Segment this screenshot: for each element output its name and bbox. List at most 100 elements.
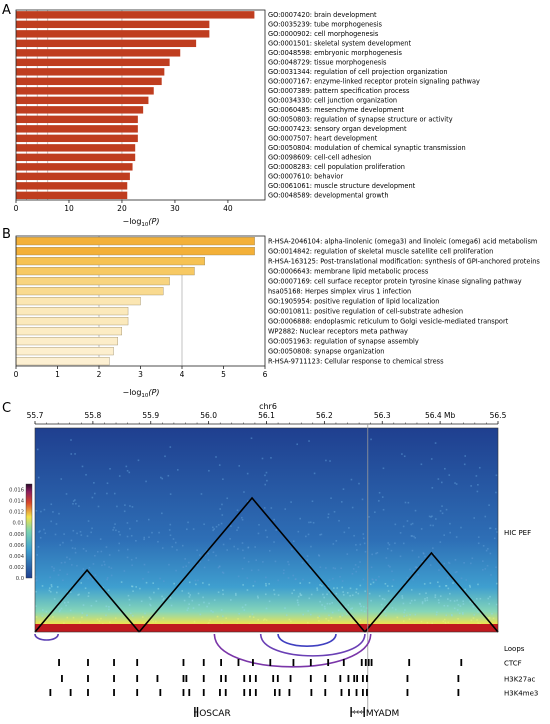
hic-pixel <box>422 552 425 555</box>
bar-label: GO:0048729: tissue morphogenesis <box>268 59 387 67</box>
hic-pixel <box>222 593 224 596</box>
hic-pixel <box>88 566 91 569</box>
hic-pixel <box>59 609 61 611</box>
genome-tick-label: 56.4 Mb <box>425 411 456 420</box>
hic-pixel <box>54 533 57 536</box>
hic-pixel <box>82 548 85 550</box>
hic-pixel <box>203 601 205 604</box>
bar <box>16 87 154 95</box>
hic-pixel <box>402 620 405 622</box>
hic-pixel <box>320 533 323 536</box>
track-peak <box>202 659 205 666</box>
hic-pixel <box>74 499 76 501</box>
hic-pixel <box>273 589 275 591</box>
hic-pixel <box>262 561 264 563</box>
hic-pixel <box>287 561 289 563</box>
hic-pixel <box>235 594 237 596</box>
hic-pixel <box>335 540 338 542</box>
gene-strand-arrow <box>356 709 359 715</box>
hic-pixel <box>213 528 215 530</box>
hic-pixel <box>273 518 275 521</box>
tad-domain <box>138 496 366 633</box>
hic-pixel <box>35 605 37 607</box>
hic-pixel <box>465 579 468 581</box>
hic-pixel <box>420 463 423 466</box>
hic-pixel <box>331 602 334 604</box>
track-peak <box>87 675 89 682</box>
hic-pixel <box>449 531 452 534</box>
hic-pixel <box>128 471 131 474</box>
hic-pixel <box>87 520 90 522</box>
hic-pixel <box>317 616 319 619</box>
track-peak <box>310 689 313 696</box>
hic-pixel <box>399 532 402 534</box>
hic-pixel <box>199 560 201 563</box>
hic-pixel <box>254 546 256 548</box>
hic-pixel <box>471 602 474 605</box>
hic-pixel <box>355 588 358 590</box>
hic-pixel <box>470 485 472 487</box>
hic-pixel <box>37 546 40 548</box>
hic-pixel <box>381 607 384 610</box>
hic-pixel <box>132 590 134 593</box>
hic-pixel <box>391 607 394 609</box>
hic-pixel <box>114 523 116 525</box>
hic-pixel <box>135 586 138 588</box>
hic-pixel <box>470 562 472 565</box>
hic-pixel <box>261 457 264 460</box>
loop-arc <box>259 633 366 657</box>
hic-pixel <box>79 621 81 623</box>
hic-pixel <box>350 616 353 619</box>
bar <box>15 287 164 296</box>
hic-pixel <box>488 617 491 619</box>
hic-pixel <box>218 565 221 568</box>
hic-pixel <box>126 548 129 551</box>
bar-label: GO:0048589: developmental growth <box>268 192 389 200</box>
bar <box>16 106 144 114</box>
hic-pixel <box>488 504 490 506</box>
bar-label: GO:0007167: enzyme-linked receptor prote… <box>268 78 480 86</box>
hic-pixel <box>441 512 444 515</box>
hic-pixel <box>273 593 276 596</box>
hic-pixel <box>139 587 141 590</box>
track-peak <box>87 659 89 666</box>
hic-pixel <box>176 549 178 551</box>
hic-pixel <box>189 594 191 596</box>
hic-pixel <box>193 620 196 623</box>
track-peak <box>159 689 162 696</box>
hic-pixel <box>433 553 435 556</box>
hic-pixel <box>290 501 292 503</box>
hic-pixel <box>257 596 259 599</box>
hic-pixel <box>163 580 165 583</box>
gene-exon <box>194 707 196 717</box>
bar-label: GO:0008283: cell population proliferatio… <box>268 163 405 171</box>
track-peak <box>182 689 185 696</box>
hic-pixel <box>378 575 380 578</box>
hic-pixel <box>41 609 44 611</box>
hic-pixel <box>151 531 153 534</box>
bar <box>16 77 162 86</box>
hic-pixel <box>143 563 146 566</box>
hic-pixel <box>402 602 405 605</box>
track-peak <box>276 675 279 682</box>
bar-label: R-HSA-2046104: alpha-linolenic (omega3) … <box>268 238 537 246</box>
hic-pixel <box>128 598 131 601</box>
hic-pixel <box>102 586 104 589</box>
hic-pixel <box>418 593 421 595</box>
hic-pixel <box>359 543 362 546</box>
track-peak <box>348 689 350 696</box>
hic-pixel <box>240 516 243 519</box>
hic-pixel <box>426 622 429 624</box>
x-tick-label: 20 <box>117 204 127 213</box>
track-peak <box>224 675 227 682</box>
hic-pixel <box>149 598 152 600</box>
hic-diagonal <box>35 624 498 632</box>
hic-pixel <box>410 589 413 591</box>
hic-pixel <box>424 599 427 602</box>
hic-pixel <box>446 605 449 607</box>
hic-pixel <box>385 614 387 617</box>
hic-pixel <box>130 534 133 537</box>
bar-label: GO:0014842: regulation of skeletal muscl… <box>268 248 493 256</box>
bar <box>16 49 181 57</box>
hic-pixel <box>470 619 473 622</box>
